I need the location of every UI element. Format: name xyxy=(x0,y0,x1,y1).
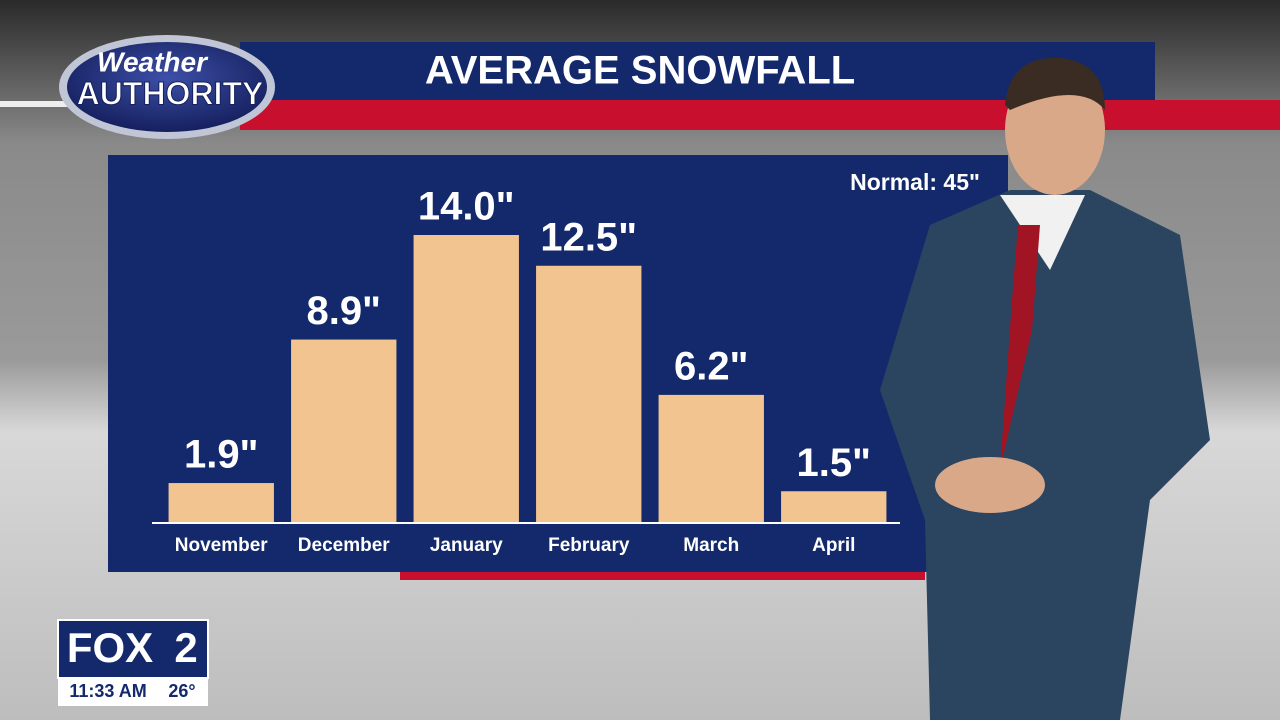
x-tick-label: January xyxy=(430,535,503,556)
value-label: 1.5" xyxy=(796,441,871,485)
x-tick-label: March xyxy=(683,535,739,556)
x-tick-label: April xyxy=(812,535,855,556)
temperature: 26° xyxy=(168,681,195,701)
value-label: 8.9" xyxy=(306,289,381,333)
station-name: FOX xyxy=(67,624,153,671)
chart-title: AVERAGE SNOWFALL xyxy=(425,49,855,93)
station-logo xyxy=(57,619,209,679)
value-label: 1.9" xyxy=(184,433,259,477)
bar xyxy=(413,235,519,522)
bar xyxy=(781,491,887,522)
x-tick-label: December xyxy=(298,535,390,556)
presenter xyxy=(880,57,1210,720)
annotation: Normal: 45" xyxy=(850,169,980,195)
logo-line1: Weather xyxy=(97,46,209,77)
logo xyxy=(67,42,267,132)
value-label: 12.5" xyxy=(540,215,637,259)
red-stripe xyxy=(240,100,1280,130)
logo-line2: AUTHORITY xyxy=(77,75,264,111)
bar xyxy=(168,483,274,522)
station-number: 2 xyxy=(174,624,197,671)
x-tick-label: February xyxy=(548,535,630,556)
time-bar xyxy=(58,678,208,706)
white-line xyxy=(0,101,80,107)
bar xyxy=(658,394,764,522)
bar xyxy=(291,339,397,522)
x-tick-label: November xyxy=(175,535,269,556)
panel-accent xyxy=(400,572,925,580)
title-banner xyxy=(240,42,1155,102)
bar xyxy=(536,265,642,522)
time: 11:33 AM xyxy=(69,681,146,701)
value-label: 14.0" xyxy=(418,185,515,229)
plot: 1.9" November 8.9" December 14.0" January 12.5… xyxy=(168,185,887,556)
value-label: 6.2" xyxy=(674,344,749,388)
